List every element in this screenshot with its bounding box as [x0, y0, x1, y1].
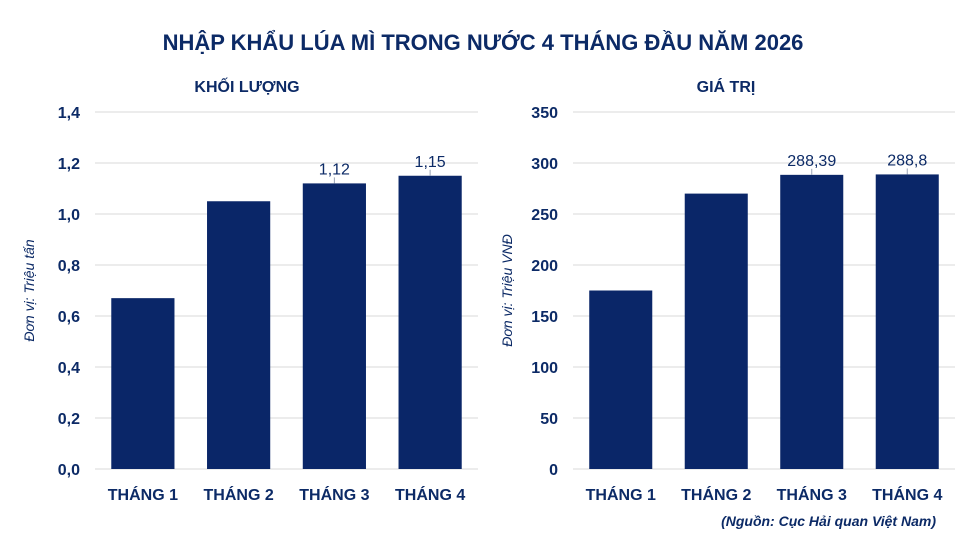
data-label: 1,15: [415, 154, 446, 171]
bar-tháng-3: [780, 174, 844, 469]
x-tick-label: THÁNG 3: [777, 485, 847, 504]
y-tick-label: 250: [531, 207, 558, 224]
y-tick-label: 0,2: [58, 411, 80, 428]
x-tick-label: THÁNG 4: [395, 485, 465, 504]
y-tick-label: 0,8: [58, 258, 80, 275]
bar-tháng-1: [111, 298, 175, 469]
data-label: 288,39: [787, 153, 836, 170]
y-tick-label: 0,0: [58, 462, 80, 479]
y-tick-label: 0: [549, 462, 558, 479]
data-label: 1,12: [319, 161, 350, 178]
y-tick-label: 150: [531, 309, 558, 326]
chart-gia-tri: 0 50 100 150 200 250 300 350 GIÁ TRỊ Đơn vị: Triệ…: [499, 77, 955, 504]
y-tick-label: 100: [531, 360, 558, 377]
x-tick-label: THÁNG 2: [681, 485, 751, 504]
chart-title: KHỐI LƯỢNG: [194, 76, 299, 96]
bar-tháng-2: [684, 193, 748, 469]
chart-khoi-luong: 0,0 0,2 0,4 0,6 0,8 1,0 1,2 1,4 KHỐI LƯỢNG Đơn vị…: [21, 76, 478, 504]
bar-tháng-4: [398, 175, 462, 469]
x-tick-label: THÁNG 2: [204, 485, 274, 504]
source-note: (Nguồn: Cục Hải quan Việt Nam): [721, 513, 936, 529]
y-tick-label: 1,2: [58, 156, 80, 173]
y-tick-label: 300: [531, 156, 558, 173]
page-title: NHẬP KHẨU LÚA MÌ TRONG NƯỚC 4 THÁNG ĐẦU …: [162, 30, 804, 55]
x-tick-label: THÁNG 1: [586, 485, 656, 504]
x-tick-label: THÁNG 4: [872, 485, 942, 504]
chart-title: GIÁ TRỊ: [697, 77, 756, 96]
x-tick-label: THÁNG 1: [108, 485, 178, 504]
y-tick-label: 1,4: [58, 105, 80, 122]
y-tick-label: 0,6: [58, 309, 80, 326]
x-tick-label: THÁNG 3: [299, 485, 369, 504]
bar-tháng-2: [207, 201, 271, 469]
bar-tháng-4: [875, 174, 939, 469]
bar-tháng-3: [302, 183, 366, 469]
y-axis-label: Đơn vị: Triệu VNĐ: [499, 234, 515, 346]
y-tick-label: 350: [531, 105, 558, 122]
y-tick-label: 200: [531, 258, 558, 275]
y-tick-label: 50: [540, 411, 558, 428]
bar-tháng-1: [589, 290, 653, 469]
y-axis-label: Đơn vị: Triệu tấn: [21, 239, 37, 342]
y-tick-label: 0,4: [58, 360, 80, 377]
y-tick-label: 1,0: [58, 207, 80, 224]
data-label: 288,8: [887, 152, 927, 169]
